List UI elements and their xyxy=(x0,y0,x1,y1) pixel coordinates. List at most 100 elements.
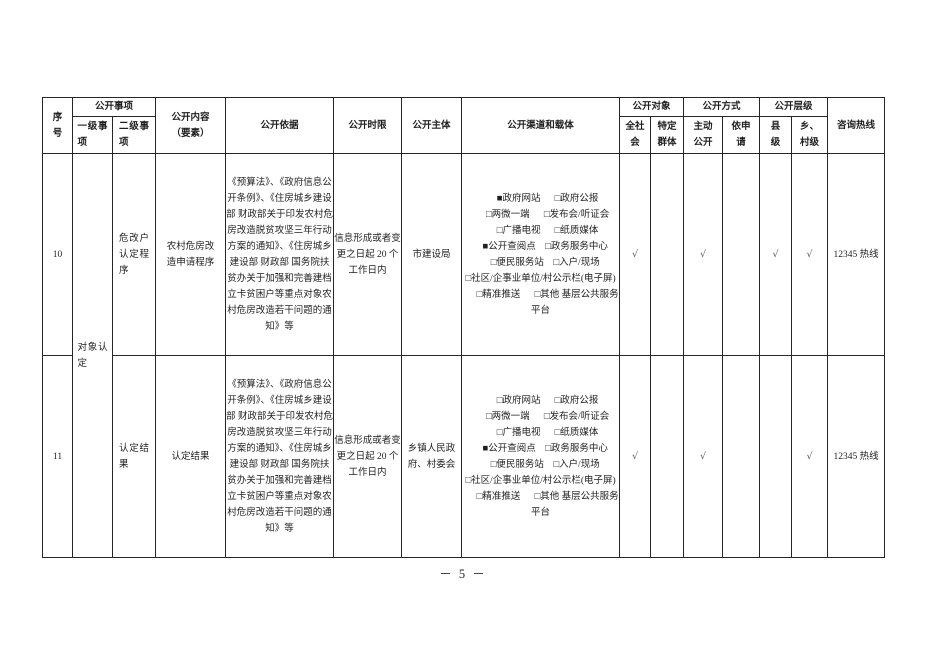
channel-item: □社区/企事业单位/村公示栏(电子屏) xyxy=(465,475,616,486)
header-cell-time-limit: 公开时限 xyxy=(333,97,403,154)
channel-item: □发布会/听证会 xyxy=(543,411,610,422)
cell-level-village-check: √ xyxy=(791,153,829,356)
channel-item: □广播电视 xyxy=(496,225,541,236)
content-value: 农村危房改造申请程序 xyxy=(166,241,215,268)
channel-item: □其他 基层公共服务平台 xyxy=(531,289,619,316)
header-cell-level-village: 乡、村级 xyxy=(791,116,829,154)
channel-line: □社区/企事业单位/村公示栏(电子屏) xyxy=(463,271,619,287)
channel-item: □政府公报 xyxy=(554,193,599,204)
channel-item: □两微一端 xyxy=(485,209,530,220)
header-label-content: 公开内容（要素） xyxy=(171,112,210,139)
header-cell-audience-specific: 特定群体 xyxy=(650,116,685,154)
channel-item: □发布会/听证会 xyxy=(543,209,610,220)
channel-line: □便民服务站 □入户/现场 xyxy=(463,255,619,271)
header-cell-channels: 公开渠道和载体 xyxy=(461,97,621,154)
channel-item: □广播电视 xyxy=(496,427,541,438)
channel-item: □精准推送 xyxy=(476,491,521,502)
channel-item: □精准推送 xyxy=(476,289,521,300)
channel-line: ■公开查阅点 □政务服务中心 xyxy=(463,239,619,255)
channel-item: □入户/现场 xyxy=(553,459,600,470)
cell-basis: 《预算法》、《政府信息公开条例》、《住房城乡建设部 财政部关于印发农村危房改造脱… xyxy=(225,355,335,558)
channel-line: □政府网站 □政府公报 xyxy=(463,393,619,409)
cell-level2: 危改户认定程序 xyxy=(111,153,157,356)
header-cell-audience-group: 公开对象 xyxy=(619,97,685,117)
channel-item: □社区/企事业单位/村公示栏(电子屏) xyxy=(465,273,616,284)
channel-line: ■政府网站 □政府公报 xyxy=(463,191,619,207)
channel-item: □入户/现场 xyxy=(553,257,600,268)
cell-audience-specific-check xyxy=(650,153,685,356)
page-number: － 5 － xyxy=(439,567,487,581)
cell-content: 认定结果 xyxy=(155,355,227,558)
cell-level-village-check: √ xyxy=(791,355,829,558)
header-label-seq: 序号 xyxy=(52,112,63,139)
header-cell-subject: 公开主体 xyxy=(401,97,463,154)
header-label-level-county: 县级 xyxy=(770,122,781,148)
channel-item: □其他 基层公共服务平台 xyxy=(531,491,619,518)
cell-subject: 市建设局 xyxy=(401,153,463,356)
table-row: 11 认定结果 认定结果 《预算法》、《政府信息公开条例》、《住房城乡建设部 财… xyxy=(42,355,886,558)
channel-item: □纸质媒体 xyxy=(554,427,599,438)
cell-content: 农村危房改造申请程序 xyxy=(155,153,227,356)
cell-method-active-check: √ xyxy=(683,355,724,558)
level1-value: 对象认定 xyxy=(77,342,108,369)
header-label-level1: 一级事项 xyxy=(77,122,108,148)
channel-item: □政务服务中心 xyxy=(545,241,608,252)
cell-level1-merged: 对象认定 xyxy=(72,153,113,558)
channel-line: □精准推送 □其他 基层公共服务平台 xyxy=(463,287,619,319)
cell-level2: 认定结果 xyxy=(111,355,157,558)
header-label-level2: 二级事项 xyxy=(119,122,149,148)
channel-line: □两微一端 □发布会/听证会 xyxy=(463,207,619,223)
cell-seq: 10 xyxy=(42,153,73,356)
channel-item: □两微一端 xyxy=(485,411,530,422)
cell-seq: 11 xyxy=(42,355,73,558)
channel-line: □精准推送 □其他 基层公共服务平台 xyxy=(463,489,619,521)
channel-line: ■公开查阅点 □政务服务中心 xyxy=(463,441,619,457)
header-label-method-active: 主动公开 xyxy=(693,122,713,148)
cell-channels: □政府网站 □政府公报 □两微一端 □发布会/听证会 □广播电视 □纸质媒体 ■公开查… xyxy=(461,355,621,558)
disclosure-table: 序号 公开事项 公开内容（要素） 公开依据 公开时限 公开主体 公开渠道和载体 … xyxy=(42,97,886,558)
cell-time-limit: 信息形成或者变更之日起 20 个工作日内 xyxy=(333,153,403,356)
cell-method-request-check xyxy=(722,355,761,558)
cell-level-county-check xyxy=(759,355,793,558)
cell-method-request-check xyxy=(722,153,761,356)
header-cell-audience-all: 全社会 xyxy=(619,116,652,154)
level2-value: 危改户认定程序 xyxy=(119,233,149,276)
header-cell-method-request: 依申请 xyxy=(722,116,761,154)
level2-value: 认定结果 xyxy=(119,443,149,470)
header-cell-method-active: 主动公开 xyxy=(683,116,724,154)
channel-line: □广播电视 □纸质媒体 xyxy=(463,425,619,441)
channel-item: ■政府网站 xyxy=(496,193,541,204)
channel-item: □政务服务中心 xyxy=(545,443,608,454)
cell-basis: 《预算法》、《政府信息公开条例》、《住房城乡建设部 财政部关于印发农村危房改造脱… xyxy=(225,153,335,356)
header-cell-method-group: 公开方式 xyxy=(683,97,761,117)
channel-item: □便民服务站 xyxy=(490,459,544,470)
header-cell-basis: 公开依据 xyxy=(225,97,335,154)
channel-item: □便民服务站 xyxy=(490,257,544,268)
header-cell-item-group: 公开事项 xyxy=(71,97,157,117)
header-label-level-village: 乡、村级 xyxy=(800,122,820,148)
header-cell-level-group: 公开层级 xyxy=(759,97,829,117)
cell-level-county-check: √ xyxy=(759,153,793,356)
channel-item: ■公开查阅点 xyxy=(482,443,536,454)
channel-line: □便民服务站 □入户/现场 xyxy=(463,457,619,473)
header-label-audience-all: 全社会 xyxy=(625,122,645,148)
cell-subject: 乡镇人民政府、村委会 xyxy=(401,355,463,558)
channel-item: □政府网站 xyxy=(496,395,541,406)
cell-hotline: 12345 热线 xyxy=(827,355,886,558)
cell-hotline: 12345 热线 xyxy=(827,153,886,356)
header-cell-level2: 二级事项 xyxy=(111,116,157,154)
cell-time-limit: 信息形成或者变更之日起 20 个工作日内 xyxy=(333,355,403,558)
channel-item: □纸质媒体 xyxy=(554,225,599,236)
header-cell-level-county: 县级 xyxy=(759,116,793,154)
header-cell-content: 公开内容（要素） xyxy=(155,97,227,154)
cell-method-active-check: √ xyxy=(683,153,724,356)
table-row: 10 对象认定 危改户认定程序 农村危房改造申请程序 《预算法》、《政府信息公开… xyxy=(42,153,886,558)
channel-line: □两微一端 □发布会/听证会 xyxy=(463,409,619,425)
header-cell-seq: 序号 xyxy=(42,97,73,154)
cell-channels: ■政府网站 □政府公报 □两微一端 □发布会/听证会 □广播电视 □纸质媒体 ■公开查… xyxy=(461,153,621,356)
channel-line: □社区/企事业单位/村公示栏(电子屏) xyxy=(463,473,619,489)
header-label-audience-specific: 特定群体 xyxy=(657,122,677,148)
header-row-1: 序号 公开事项 公开内容（要素） 公开依据 公开时限 公开主体 公开渠道和载体 … xyxy=(42,97,886,154)
cell-audience-all-check: √ xyxy=(619,355,652,558)
